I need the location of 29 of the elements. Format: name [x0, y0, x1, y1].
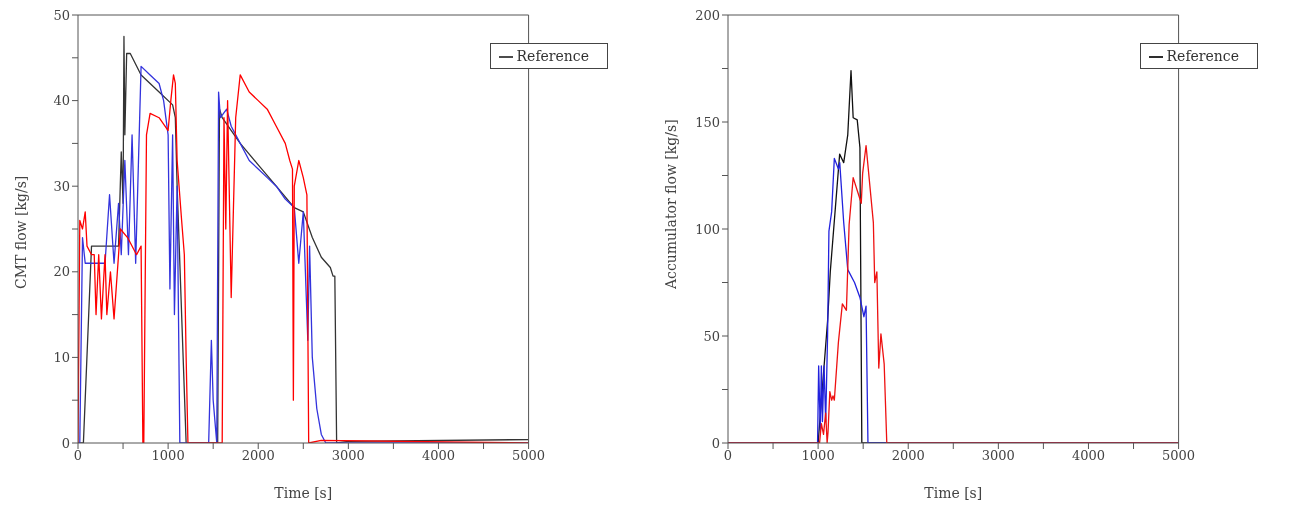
x-tick-label: 0: [73, 448, 83, 464]
y-tick-label: 50: [53, 7, 70, 23]
y-tick-label: 40: [53, 93, 70, 109]
x-axis-title: Time [s]: [274, 485, 333, 501]
x-tick-label: 3000: [331, 448, 365, 464]
y-tick-label: 100: [695, 221, 720, 237]
y-tick-label: 10: [53, 350, 70, 366]
y-axis-title: CMT flow [kg/s]: [12, 175, 29, 289]
legend-label: Reference: [1166, 48, 1239, 64]
y-tick-label: 0: [711, 435, 720, 451]
y-tick-label: 0: [61, 435, 70, 451]
y-tick-label: 20: [53, 264, 70, 280]
y-tick-label: 50: [703, 328, 720, 344]
x-tick-label: 4000: [1071, 448, 1106, 464]
legend-label: Reference: [516, 48, 589, 64]
x-tick-label: 3000: [981, 448, 1015, 464]
x-tick-label: 1000: [801, 448, 835, 464]
y-tick-label: 30: [53, 178, 70, 194]
x-tick-label: 5000: [512, 448, 546, 464]
y-tick-label: 200: [695, 7, 720, 23]
x-tick-label: 5000: [1162, 448, 1196, 464]
x-axis-title: Time [s]: [924, 485, 983, 501]
x-tick-label: 1000: [151, 448, 185, 464]
x-tick-label: 2000: [891, 448, 925, 464]
x-tick-label: 0: [723, 448, 733, 464]
y-tick-label: 150: [695, 114, 720, 130]
y-axis-title: Accumulator flow [kg/s]: [662, 119, 679, 290]
x-tick-label: 2000: [241, 448, 275, 464]
x-tick-label: 4000: [421, 448, 456, 464]
